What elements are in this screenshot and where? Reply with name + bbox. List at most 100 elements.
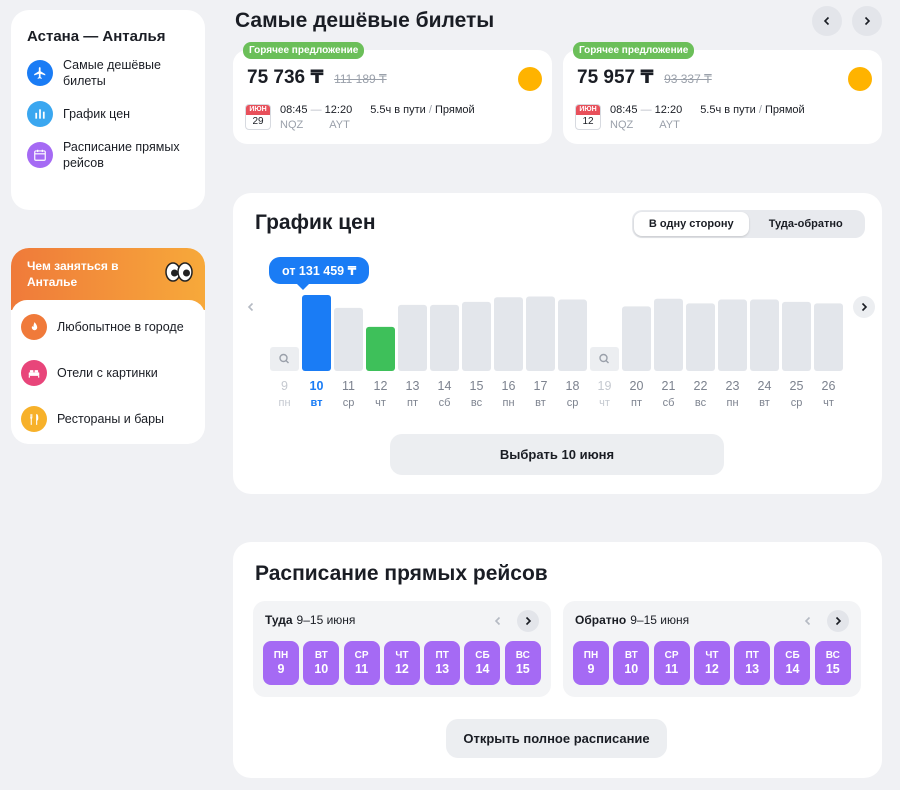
price-bar[interactable] <box>622 306 651 371</box>
date-label[interactable]: 10 <box>310 379 324 393</box>
search-icon[interactable] <box>590 347 619 371</box>
schedule-day-button[interactable]: СР 11 <box>343 641 380 685</box>
price-bar[interactable] <box>494 297 523 371</box>
price-bar[interactable] <box>718 299 747 371</box>
weekday-label: пн <box>278 397 290 409</box>
return-range: 9–15 июня <box>630 613 690 627</box>
chart-prev-button[interactable] <box>240 296 262 318</box>
return-next-button[interactable] <box>827 610 849 632</box>
schedule-day-button[interactable]: ПН 9 <box>573 641 609 685</box>
day-number: 10 <box>624 662 639 676</box>
date-label[interactable]: 19 <box>598 379 612 393</box>
price-bar[interactable] <box>462 301 491 371</box>
date-label[interactable]: 9 <box>281 379 288 393</box>
nav-item-cheapest[interactable]: Самые дешёвые билеты <box>27 57 189 89</box>
outbound-next-button[interactable] <box>517 610 539 632</box>
nav-item-schedule[interactable]: Расписание прямых рейсов <box>27 139 189 171</box>
outbound-week: Туда 9–15 июня ПН 9 ВТ 10 СР 11 ЧТ 12 ПТ 13 СБ 14 ВС 1… <box>253 601 551 697</box>
weekday-label: ср <box>567 397 579 409</box>
schedule-day-button[interactable]: СР 11 <box>653 641 690 685</box>
choose-date-button[interactable]: Выбрать 10 июня <box>390 434 724 475</box>
ticket-card[interactable]: Горячее предложение 75 736 ₸ 111 189 ₸ И… <box>233 42 552 144</box>
toggle-round-trip[interactable]: Туда-обратно <box>768 218 843 230</box>
day-name: ПТ <box>745 650 759 661</box>
date-label[interactable]: 23 <box>726 379 740 393</box>
price-bar[interactable] <box>782 301 811 371</box>
nav-item-price-chart[interactable]: График цен <box>27 101 189 127</box>
date-label[interactable]: 11 <box>342 379 355 393</box>
nav-item-label: Самые дешёвые билеты <box>63 58 161 88</box>
schedule-day-button[interactable]: ВС 15 <box>504 641 541 685</box>
day-number: 12 <box>704 662 719 676</box>
price-bar[interactable] <box>654 298 683 371</box>
date-label[interactable]: 21 <box>662 379 676 393</box>
chart-next-button[interactable] <box>853 296 875 318</box>
schedule-day-button[interactable]: ВТ 10 <box>303 641 340 685</box>
price-bar[interactable] <box>814 303 843 371</box>
dep-code: NQZ <box>610 119 634 131</box>
open-full-schedule-button[interactable]: Открыть полное расписание <box>446 719 667 758</box>
price-bar[interactable] <box>430 304 459 371</box>
schedule-day-button[interactable]: ЧТ 12 <box>693 641 730 685</box>
schedule-day-button[interactable]: ВТ 10 <box>613 641 650 685</box>
todo-item-hotels[interactable]: Отели с картинки <box>21 360 195 386</box>
schedule-day-button[interactable]: ПН 9 <box>263 641 299 685</box>
ticket-duration: 5.5ч в пути / Прямой <box>370 104 475 116</box>
chevron-left-icon <box>494 616 501 626</box>
schedule-day-button[interactable]: СБ 14 <box>774 641 811 685</box>
weekday-label: ср <box>343 397 355 409</box>
ticket-times: 08:45 — 12:20 NQZ AYT <box>280 104 353 131</box>
separator: / <box>758 104 762 116</box>
price-bar[interactable] <box>750 299 779 371</box>
arr-time: 12:20 <box>654 104 683 116</box>
price-bar[interactable] <box>526 296 555 371</box>
date-label[interactable]: 17 <box>534 379 548 393</box>
nav-item-label: График цен <box>63 107 131 121</box>
schedule-day-button[interactable]: ВС 15 <box>814 641 851 685</box>
weekday-label: ср <box>791 397 803 409</box>
weekday-label: пт <box>407 397 418 409</box>
tickets-next-button[interactable] <box>852 6 882 36</box>
date-label[interactable]: 15 <box>470 379 484 393</box>
date-label[interactable]: 14 <box>438 379 452 393</box>
chevron-left-icon <box>823 16 830 26</box>
price-bar[interactable] <box>398 304 427 371</box>
price-bar[interactable] <box>302 295 331 371</box>
date-label[interactable]: 22 <box>694 379 708 393</box>
bed-icon <box>21 360 47 386</box>
weekday-label: сб <box>663 397 675 409</box>
todo-item-city[interactable]: Любопытное в городе <box>21 314 195 340</box>
price-bar[interactable] <box>558 299 587 371</box>
flight-type: Прямой <box>435 104 475 116</box>
tickets-prev-button[interactable] <box>812 6 842 36</box>
date-label[interactable]: 12 <box>374 379 388 393</box>
day-name: ЧТ <box>705 650 719 661</box>
date-label[interactable]: 16 <box>502 379 516 393</box>
return-week: Обратно 9–15 июня ПН 9 ВТ 10 СР 11 ЧТ 12 ПТ 13 СБ 14… <box>563 601 861 697</box>
date-label[interactable]: 26 <box>822 379 836 393</box>
price-bar[interactable] <box>686 303 715 371</box>
date-label[interactable]: 13 <box>406 379 420 393</box>
toggle-one-way[interactable]: В одну сторону <box>634 212 749 236</box>
ticket-date: ИЮН 29 <box>245 104 271 130</box>
price-bar[interactable] <box>334 307 363 371</box>
date-label[interactable]: 25 <box>790 379 804 393</box>
date-label[interactable]: 24 <box>758 379 772 393</box>
route-title: Астана — Анталья <box>27 28 166 45</box>
date-label[interactable]: 18 <box>566 379 580 393</box>
search-icon[interactable] <box>270 347 299 371</box>
schedule-day-button[interactable]: ЧТ 12 <box>383 641 420 685</box>
chevron-right-icon <box>861 302 868 312</box>
weekday-label: вт <box>759 397 770 409</box>
price-bar[interactable] <box>366 326 395 371</box>
return-prev-button[interactable] <box>797 610 819 632</box>
schedule-day-button[interactable]: ПТ 13 <box>424 641 461 685</box>
ticket-card[interactable]: Горячее предложение 75 957 ₸ 93 337 ₸ ИЮ… <box>563 42 882 144</box>
weekday-label: вс <box>695 397 707 409</box>
outbound-prev-button[interactable] <box>487 610 509 632</box>
schedule-day-button[interactable]: СБ 14 <box>464 641 501 685</box>
day-number: 9 <box>277 662 285 676</box>
schedule-day-button[interactable]: ПТ 13 <box>734 641 771 685</box>
todo-item-restaurants[interactable]: Рестораны и бары <box>21 406 195 432</box>
date-label[interactable]: 20 <box>630 379 644 393</box>
